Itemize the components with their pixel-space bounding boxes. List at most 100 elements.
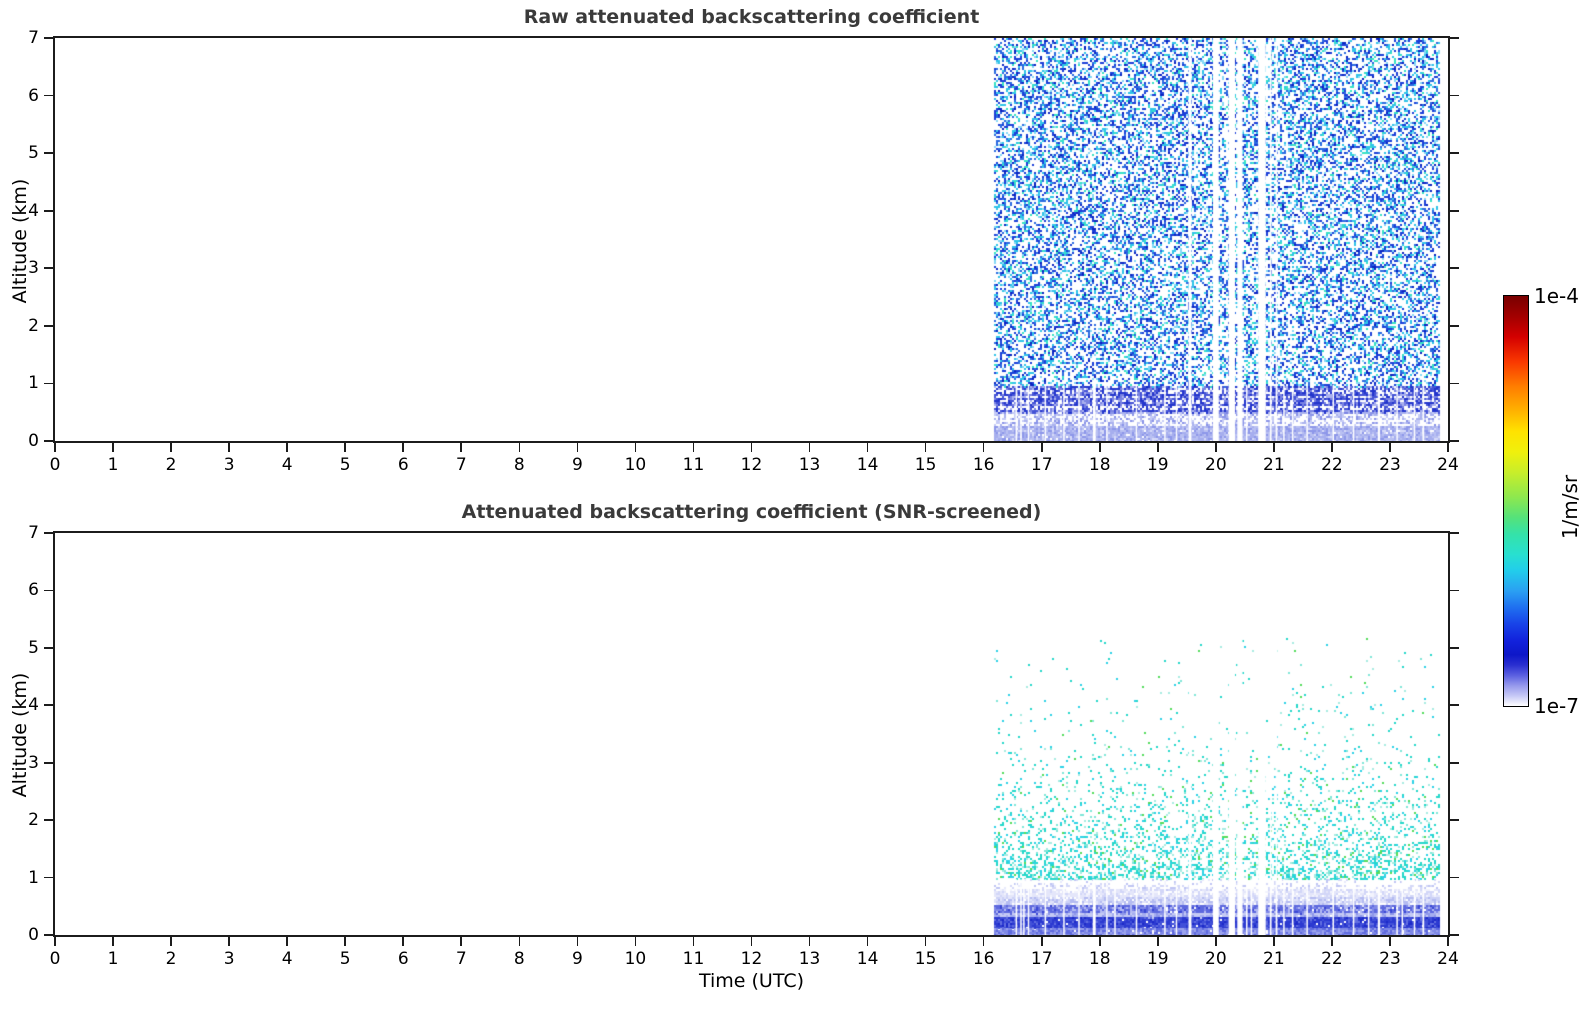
x-tick-label: 11 — [682, 455, 705, 475]
x-tick — [1040, 937, 1043, 946]
y-tick-label: 2 — [28, 810, 39, 831]
x-tick — [1098, 443, 1101, 452]
x-tick-label: 17 — [1030, 949, 1053, 969]
x-tick-label: 4 — [281, 455, 293, 475]
x-tick-label: 4 — [281, 949, 293, 969]
x-tick-label: 14 — [856, 949, 879, 969]
x-tick-label: 9 — [571, 455, 583, 475]
x-tick-label: 6 — [397, 949, 409, 969]
x-tick-label: 22 — [1321, 455, 1343, 475]
x-tick — [344, 443, 346, 452]
y-tick — [44, 382, 53, 385]
x-tick-label: 16 — [972, 455, 995, 475]
x-tick-label: 17 — [1030, 455, 1053, 475]
y-tick-label: 1 — [28, 867, 39, 888]
x-tick-label: 24 — [1437, 949, 1459, 969]
y-tick — [44, 94, 53, 97]
y-tick-right — [1450, 532, 1459, 534]
y-tick-label: 5 — [28, 637, 39, 658]
colorbar-max-label: 1e-4 — [1534, 284, 1579, 308]
x-tick — [692, 443, 695, 452]
x-tick-label: 8 — [513, 455, 525, 475]
x-tick-label: 11 — [682, 949, 705, 969]
x-tick — [1156, 443, 1159, 452]
x-tick-label: 10 — [624, 949, 647, 969]
x-tick-label: 1 — [107, 455, 119, 475]
x-tick-label: 21 — [1263, 455, 1285, 475]
y-tick-label: 3 — [28, 752, 39, 773]
y-tick-right — [1450, 382, 1459, 385]
x-tick — [1389, 443, 1391, 452]
y-tick-label: 6 — [28, 85, 39, 106]
x-tick-label: 15 — [914, 949, 937, 969]
y-tick-right — [1450, 761, 1459, 764]
y-tick — [44, 440, 53, 442]
x-tick-label: 16 — [972, 949, 995, 969]
panel-title-raw: Raw attenuated backscattering coefficien… — [523, 6, 980, 28]
y-tick-right — [1450, 152, 1459, 154]
x-tick — [1273, 937, 1275, 946]
x-tick — [808, 443, 811, 452]
x-tick-label: 7 — [455, 455, 467, 475]
x-tick-label: 3 — [223, 949, 235, 969]
x-tick — [1331, 937, 1333, 946]
x-tick — [1156, 937, 1159, 946]
x-tick — [460, 937, 463, 946]
y-tick-right — [1450, 37, 1459, 39]
x-tick — [1447, 937, 1449, 946]
x-tick-label: 5 — [339, 949, 351, 969]
x-tick — [170, 443, 172, 452]
y-tick — [44, 267, 53, 270]
x-tick — [1273, 443, 1275, 452]
screened-plot-area — [53, 531, 1450, 937]
y-tick-label: 0 — [28, 431, 39, 451]
x-tick — [518, 937, 521, 946]
x-tick — [750, 937, 753, 946]
x-tick-label: 13 — [798, 949, 821, 969]
y-tick — [44, 152, 53, 154]
y-tick — [44, 761, 53, 764]
x-tick — [112, 443, 114, 452]
y-tick-label: 5 — [28, 143, 39, 164]
x-tick — [866, 937, 869, 946]
x-tick-label: 14 — [856, 455, 879, 475]
x-tick — [286, 443, 288, 452]
x-tick — [228, 937, 230, 946]
x-tick-label: 12 — [740, 949, 763, 969]
y-tick — [44, 704, 53, 707]
x-tick-label: 20 — [1205, 949, 1227, 969]
y-tick-label: 2 — [28, 315, 39, 336]
y-tick-right — [1450, 589, 1459, 592]
y-tick-label: 4 — [28, 695, 39, 716]
x-tick — [982, 937, 985, 946]
panel-title-screened: Attenuated backscattering coefficient (S… — [461, 501, 1042, 523]
y-tick-right — [1450, 704, 1459, 707]
y-tick-right — [1450, 94, 1459, 97]
x-tick-label: 8 — [513, 949, 525, 969]
x-tick — [924, 937, 927, 946]
x-tick-label: 9 — [571, 949, 583, 969]
x-tick — [808, 937, 811, 946]
x-tick-label: 24 — [1437, 455, 1459, 475]
x-tick-label: 1 — [107, 949, 119, 969]
x-tick-label: 10 — [624, 455, 647, 475]
raw-plot-area — [53, 36, 1450, 443]
x-axis-label: Time (UTC) — [698, 970, 805, 992]
colorbar — [1503, 295, 1529, 707]
x-tick — [402, 443, 405, 452]
x-tick-label: 13 — [798, 455, 821, 475]
y-tick-right — [1450, 209, 1459, 212]
x-tick-label: 2 — [165, 455, 177, 475]
colorbar-unit-label: 1/m/sr — [1558, 474, 1582, 540]
y-tick — [44, 819, 53, 821]
x-tick — [634, 937, 637, 946]
x-tick-label: 19 — [1146, 455, 1169, 475]
y-tick-right — [1450, 440, 1459, 442]
x-tick — [692, 937, 695, 946]
x-tick — [344, 937, 346, 946]
x-tick — [228, 443, 230, 452]
x-tick-label: 6 — [397, 455, 409, 475]
x-tick-label: 18 — [1088, 949, 1111, 969]
x-tick-label: 2 — [165, 949, 177, 969]
